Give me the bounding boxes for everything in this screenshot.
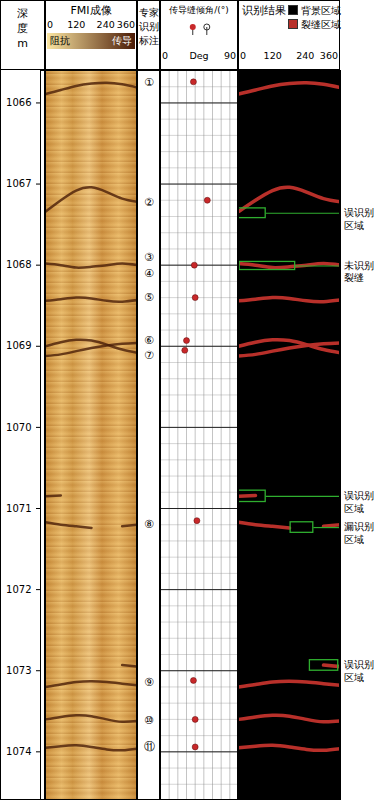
svg-text:⑦: ⑦ xyxy=(144,349,154,362)
svg-text:1070: 1070 xyxy=(6,422,31,433)
svg-text:⑥: ⑥ xyxy=(144,334,154,347)
svg-text:1071: 1071 xyxy=(6,503,31,514)
svg-text:③: ③ xyxy=(144,251,154,264)
html-text:0: 0 xyxy=(47,19,53,30)
svg-text:⑪: ⑪ xyxy=(144,740,155,753)
svg-text:1069: 1069 xyxy=(6,340,31,351)
svg-text:1072: 1072 xyxy=(6,584,31,595)
html-text:0: 0 xyxy=(240,50,246,61)
html-text:120: 120 xyxy=(263,50,282,61)
svg-text:漏识别区域: 漏识别区域 xyxy=(344,521,374,545)
svg-text:误识别区域: 误识别区域 xyxy=(344,659,374,683)
svg-text:⑤: ⑤ xyxy=(144,291,154,304)
html-text:传导: 传导 xyxy=(112,35,132,46)
svg-text:1073: 1073 xyxy=(6,665,31,676)
html-text:深 度 m: 深 度 m xyxy=(17,7,28,50)
html-text:240: 240 xyxy=(296,50,315,61)
svg-text:1068: 1068 xyxy=(6,259,31,270)
svg-text:④: ④ xyxy=(144,267,154,280)
html-text:120: 120 xyxy=(67,19,86,30)
svg-text:1066: 1066 xyxy=(6,97,31,108)
html-text:裂缝区域: 裂缝区域 xyxy=(301,19,341,30)
html-text:背景区域: 背景区域 xyxy=(301,5,341,16)
svg-text:①: ① xyxy=(144,76,154,89)
svg-text:②: ② xyxy=(144,196,154,209)
html-text:240 360: 240 360 xyxy=(96,19,135,30)
html-text:FMI成像: FMI成像 xyxy=(70,4,112,17)
svg-text:⑧: ⑧ xyxy=(144,518,154,531)
html-text:360: 360 xyxy=(319,50,338,61)
svg-text:⑩: ⑩ xyxy=(144,714,154,727)
html-text:Deg: Deg xyxy=(189,50,209,61)
svg-text:1074: 1074 xyxy=(6,746,31,757)
svg-text:⑨: ⑨ xyxy=(144,676,154,689)
svg-text:1067: 1067 xyxy=(6,178,31,189)
html-text:90: 90 xyxy=(223,50,236,61)
svg-text:未识别裂缝: 未识别裂缝 xyxy=(344,260,374,284)
html-text:传导缝倾角/(°): 传导缝倾角/(°) xyxy=(169,5,229,15)
html-text:识别结果: 识别结果 xyxy=(242,4,286,16)
html-text:阻抗: 阻抗 xyxy=(50,35,70,46)
svg-text:误识别区域: 误识别区域 xyxy=(344,207,374,231)
svg-text:误识别区域: 误识别区域 xyxy=(344,490,374,514)
html-text:0: 0 xyxy=(162,50,168,61)
html-text:专家 识别 标注: 专家 识别 标注 xyxy=(138,7,159,46)
